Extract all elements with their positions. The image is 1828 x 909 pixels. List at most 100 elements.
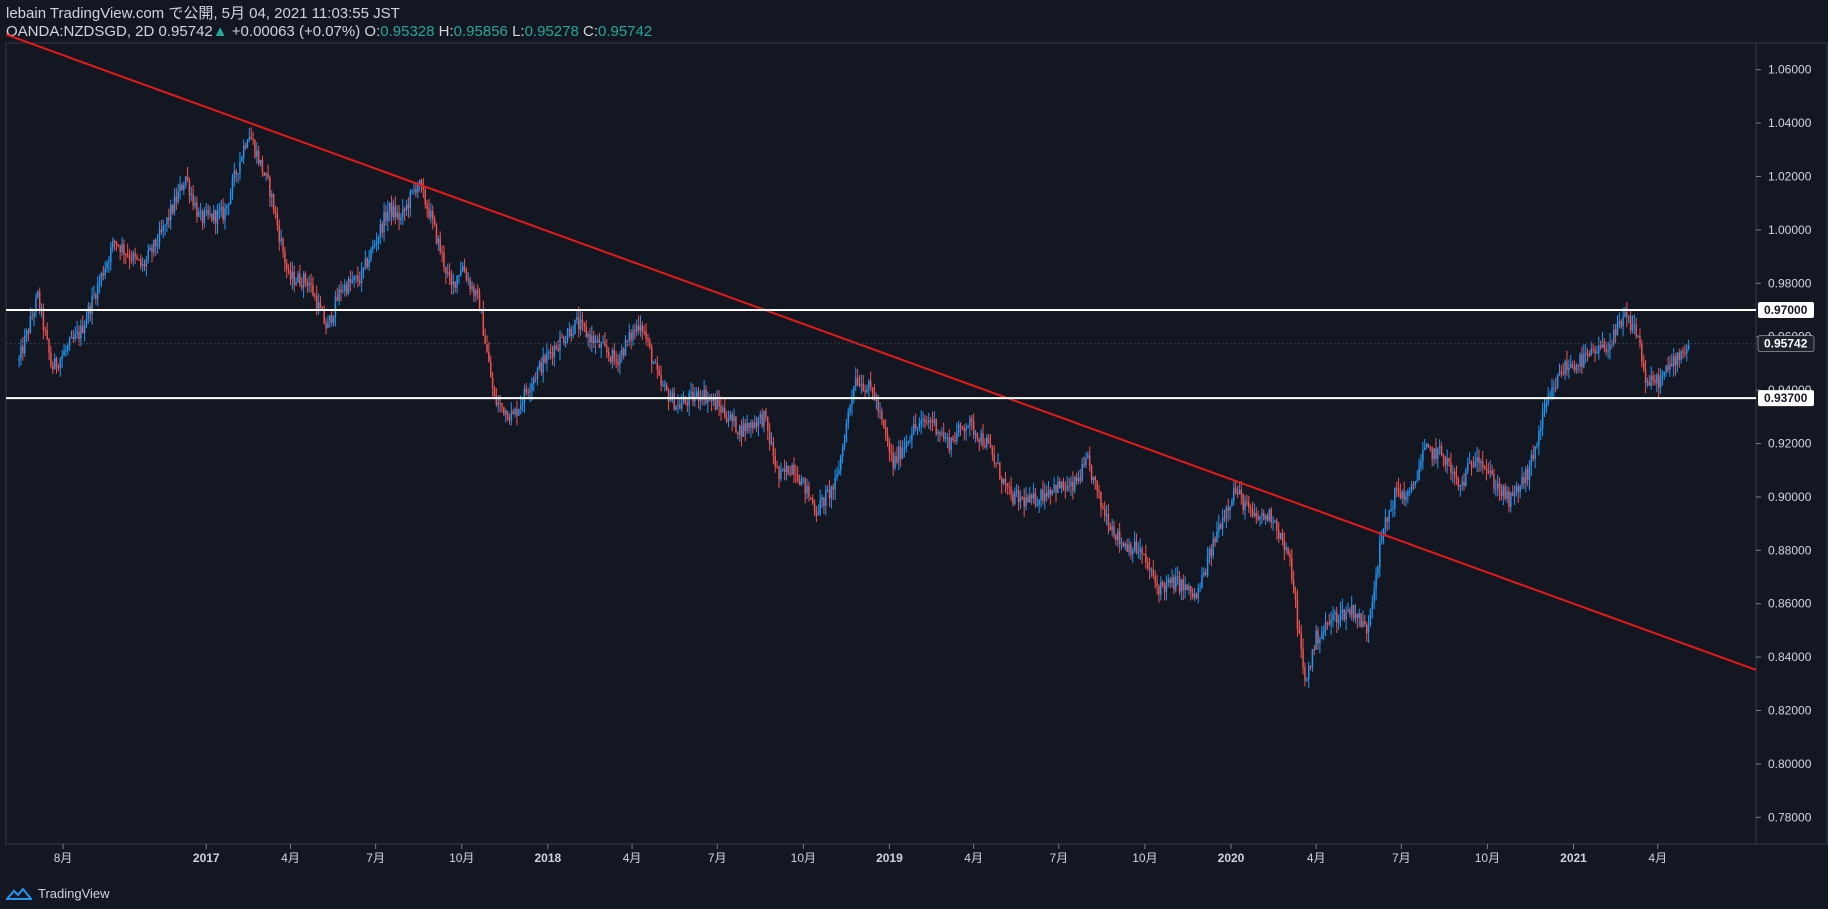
candle-body	[214, 210, 217, 224]
candle-body	[843, 441, 846, 447]
candle-body	[944, 437, 947, 439]
candle-body	[452, 281, 455, 285]
candle-body	[978, 439, 981, 443]
candle-body	[1083, 464, 1085, 466]
candle-body	[1017, 490, 1020, 503]
candle-body	[770, 442, 773, 444]
candle-body	[759, 414, 762, 418]
candle-body	[905, 442, 908, 448]
candle-body	[446, 272, 449, 274]
candle-body	[396, 212, 398, 218]
high-label: H:	[438, 23, 454, 40]
candle-body	[982, 433, 984, 446]
candle-body	[1210, 548, 1213, 556]
x-tick-label: 8月	[54, 851, 73, 865]
candle-body	[44, 329, 47, 331]
candle-body	[574, 319, 576, 335]
low-value: 0.95278	[524, 23, 579, 40]
candle-body	[1027, 497, 1029, 503]
candle-body	[1141, 548, 1143, 554]
candle-body	[695, 391, 698, 397]
candle-body	[1382, 528, 1385, 537]
candle-body	[190, 193, 193, 196]
candle-body	[781, 469, 784, 471]
candle-body	[1075, 476, 1078, 482]
candle-body	[252, 139, 254, 141]
candle-body	[349, 279, 352, 283]
candle-body	[506, 410, 509, 420]
candle-body	[1433, 448, 1435, 460]
candle-body	[965, 427, 967, 432]
candle-body	[373, 244, 376, 246]
candle-body	[1169, 579, 1171, 584]
candle-body	[486, 343, 488, 352]
candle-body	[102, 272, 105, 276]
candle-body	[1139, 548, 1141, 552]
x-tick-label: 4月	[1648, 851, 1667, 865]
candle-body	[140, 259, 142, 266]
candle-body	[1553, 387, 1555, 389]
candle-body	[637, 325, 640, 331]
candle-body	[340, 289, 342, 292]
candle-body	[1438, 446, 1441, 449]
candle-body	[1526, 468, 1529, 481]
candle-body	[342, 290, 344, 292]
candle-body	[1566, 361, 1568, 371]
candle-body	[351, 280, 354, 283]
candle-body	[345, 284, 348, 294]
candle-body	[1577, 365, 1579, 367]
candle-body	[1062, 481, 1065, 490]
candle-body	[250, 137, 252, 140]
candle-body	[98, 281, 101, 284]
candle-body	[600, 343, 602, 348]
candle-body	[898, 446, 900, 463]
candle-body	[1124, 544, 1127, 547]
symbol-label[interactable]: OANDA:NZDSGD, 2D	[6, 23, 155, 40]
candle-body	[1365, 624, 1368, 634]
candle-body	[1549, 396, 1551, 398]
candle-body	[1072, 481, 1074, 491]
candle-body	[1021, 497, 1024, 499]
candle-body	[682, 398, 685, 404]
candle-body	[461, 266, 464, 271]
candle-body	[896, 456, 898, 463]
candle-body	[1511, 492, 1514, 496]
candle-body	[1315, 630, 1317, 650]
candle-body	[181, 184, 183, 190]
candle-body	[1107, 514, 1110, 527]
candle-body	[830, 486, 833, 498]
candle-body	[439, 238, 441, 252]
candle-body	[703, 389, 705, 400]
candle-body	[263, 172, 266, 176]
candle-body	[95, 294, 97, 299]
candle-body	[929, 420, 932, 422]
candle-body	[1266, 515, 1269, 521]
candle-body	[828, 489, 831, 498]
candle-body	[1588, 355, 1591, 357]
x-tick-label: 2019	[876, 851, 903, 865]
candle-body	[192, 193, 194, 206]
candle-body	[1038, 500, 1040, 505]
candle-body	[609, 356, 612, 363]
chart-header: lebain TradingView.com で公開, 5月 04, 2021 …	[6, 5, 652, 41]
candle-body	[1079, 477, 1082, 481]
candle-body	[310, 283, 312, 285]
candle-body	[1098, 490, 1100, 492]
candle-body	[1326, 622, 1329, 624]
candle-body	[1337, 619, 1340, 623]
candle-body	[312, 284, 314, 296]
candle-body	[808, 486, 810, 498]
candle-body	[1489, 470, 1491, 473]
candle-body	[948, 437, 951, 451]
candle-body	[1656, 375, 1658, 384]
candle-body	[1442, 454, 1445, 457]
candle-body	[576, 317, 578, 320]
candle-body	[518, 409, 520, 416]
candle-body	[984, 445, 986, 448]
candle-body	[1624, 312, 1626, 317]
candle-body	[776, 465, 778, 467]
candle-body	[1637, 335, 1639, 337]
candle-body	[72, 336, 75, 339]
candle-body	[635, 325, 638, 332]
